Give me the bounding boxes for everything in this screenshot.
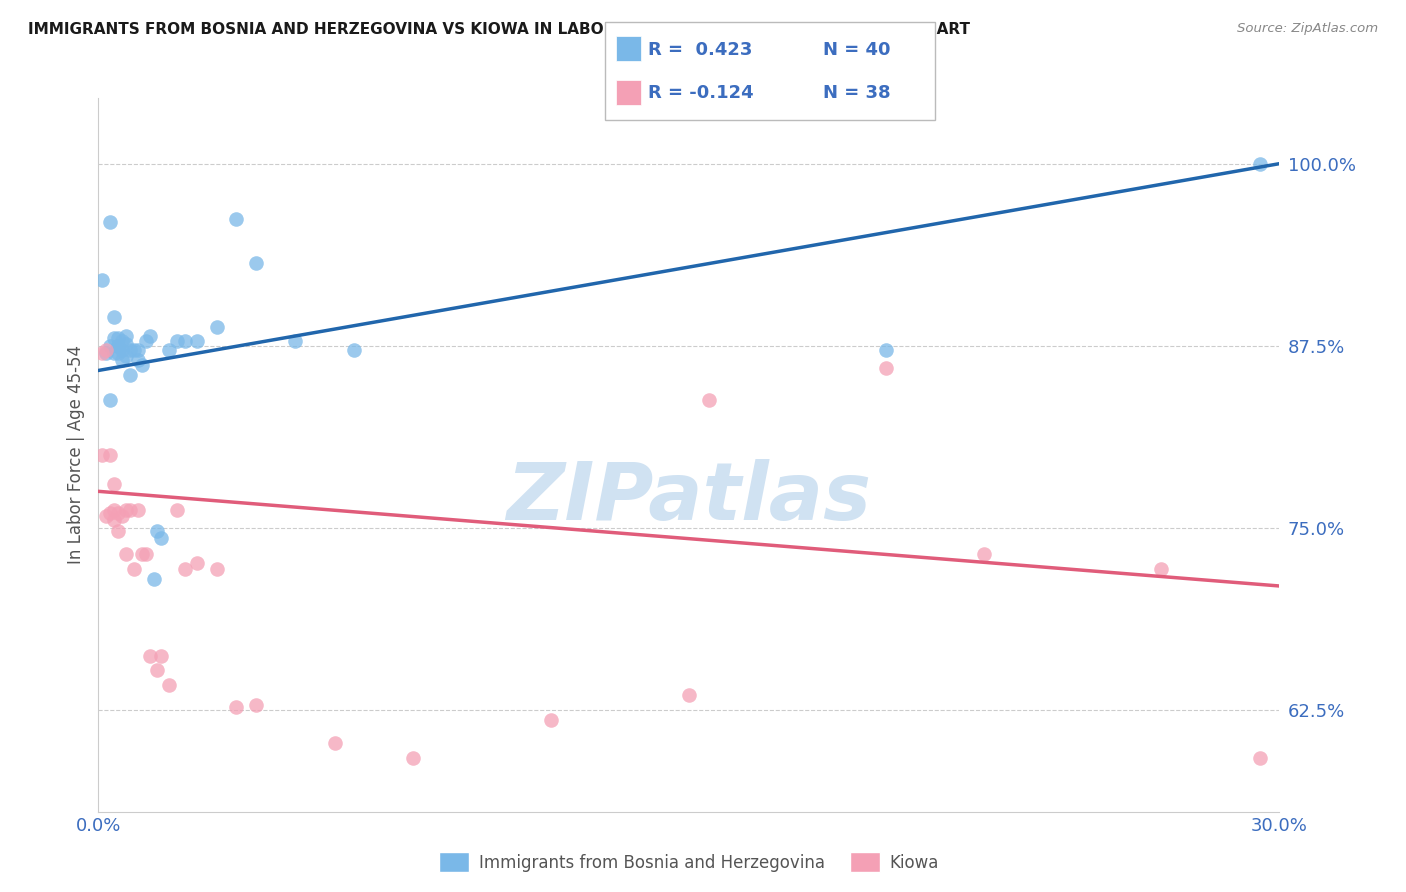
Point bbox=[115, 328, 138, 343]
Point bbox=[115, 547, 138, 561]
Point bbox=[111, 353, 134, 368]
Point bbox=[146, 664, 169, 678]
Text: R =  0.423: R = 0.423 bbox=[648, 41, 752, 59]
Point bbox=[127, 353, 149, 368]
Point bbox=[186, 334, 208, 349]
Text: ZIPatlas: ZIPatlas bbox=[506, 458, 872, 537]
Point bbox=[205, 319, 228, 334]
Point bbox=[157, 343, 180, 357]
Point bbox=[245, 255, 267, 269]
Point bbox=[91, 346, 114, 360]
Text: IMMIGRANTS FROM BOSNIA AND HERZEGOVINA VS KIOWA IN LABOR FORCE | AGE 45-54 CORRE: IMMIGRANTS FROM BOSNIA AND HERZEGOVINA V… bbox=[28, 22, 970, 38]
Point bbox=[103, 346, 125, 360]
Point bbox=[131, 547, 153, 561]
Legend: Immigrants from Bosnia and Herzegovina, Kiowa: Immigrants from Bosnia and Herzegovina, … bbox=[432, 846, 946, 879]
Point bbox=[115, 337, 138, 351]
Point bbox=[122, 343, 145, 357]
Point bbox=[174, 561, 197, 575]
Point bbox=[166, 503, 188, 517]
Point bbox=[107, 506, 129, 520]
Point bbox=[135, 334, 157, 349]
Point bbox=[131, 358, 153, 372]
Point bbox=[1249, 751, 1271, 765]
Point bbox=[98, 339, 121, 353]
Point bbox=[150, 648, 173, 663]
Point bbox=[91, 273, 114, 287]
Point bbox=[118, 343, 141, 357]
Point bbox=[98, 506, 121, 520]
Point bbox=[115, 349, 138, 363]
Point bbox=[157, 678, 180, 692]
Point bbox=[111, 334, 134, 349]
Point bbox=[186, 556, 208, 570]
Point bbox=[142, 572, 165, 586]
Point bbox=[111, 343, 134, 357]
Point bbox=[875, 343, 897, 357]
Point bbox=[98, 448, 121, 462]
Point bbox=[103, 331, 125, 345]
Point bbox=[138, 648, 160, 663]
Point bbox=[225, 212, 247, 227]
Point bbox=[225, 699, 247, 714]
Point bbox=[1249, 156, 1271, 170]
Point bbox=[103, 503, 125, 517]
Point bbox=[98, 215, 121, 229]
Point bbox=[973, 547, 995, 561]
Text: N = 38: N = 38 bbox=[823, 84, 890, 102]
Point bbox=[91, 448, 114, 462]
Point bbox=[103, 310, 125, 324]
Point bbox=[205, 561, 228, 575]
Point bbox=[96, 346, 118, 360]
Point bbox=[96, 343, 118, 357]
Point bbox=[118, 503, 141, 517]
Point bbox=[678, 688, 700, 702]
Text: R = -0.124: R = -0.124 bbox=[648, 84, 754, 102]
Point bbox=[122, 561, 145, 575]
Point bbox=[284, 334, 307, 349]
Point bbox=[96, 509, 118, 524]
Point bbox=[323, 736, 346, 750]
Point bbox=[107, 339, 129, 353]
Point bbox=[127, 343, 149, 357]
Point bbox=[174, 334, 197, 349]
Point bbox=[540, 713, 562, 727]
Text: N = 40: N = 40 bbox=[823, 41, 890, 59]
Point bbox=[115, 503, 138, 517]
Point bbox=[402, 751, 425, 765]
Point bbox=[107, 524, 129, 538]
Point bbox=[127, 503, 149, 517]
Text: Source: ZipAtlas.com: Source: ZipAtlas.com bbox=[1237, 22, 1378, 36]
Point bbox=[118, 368, 141, 382]
Point bbox=[146, 524, 169, 538]
Point bbox=[98, 392, 121, 407]
Point bbox=[138, 328, 160, 343]
Point bbox=[107, 339, 129, 353]
Point bbox=[343, 343, 366, 357]
Point bbox=[135, 547, 157, 561]
Point bbox=[1150, 561, 1173, 575]
Point bbox=[111, 509, 134, 524]
Point bbox=[103, 513, 125, 527]
Y-axis label: In Labor Force | Age 45-54: In Labor Force | Age 45-54 bbox=[66, 345, 84, 565]
Point bbox=[150, 531, 173, 545]
Point bbox=[875, 360, 897, 375]
Point bbox=[697, 392, 720, 407]
Point bbox=[245, 698, 267, 713]
Point bbox=[107, 346, 129, 360]
Point bbox=[107, 331, 129, 345]
Point bbox=[166, 334, 188, 349]
Point bbox=[103, 477, 125, 491]
